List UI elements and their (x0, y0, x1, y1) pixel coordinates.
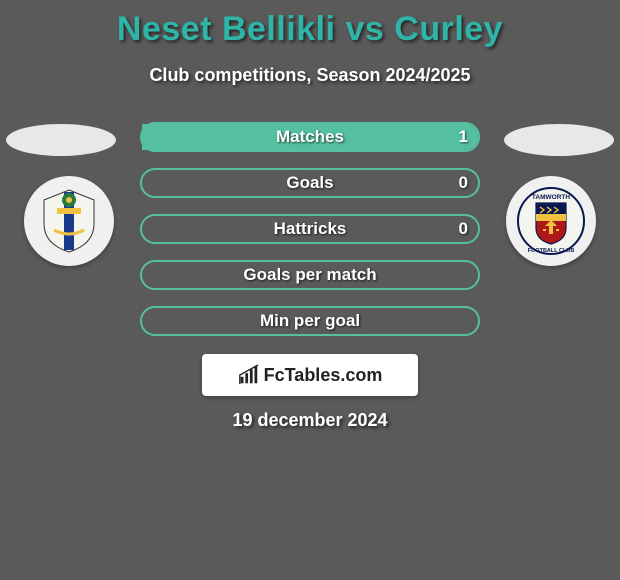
stat-row: Min per goal (140, 306, 480, 336)
bar-chart-icon (238, 364, 260, 386)
svg-text:TAMWORTH: TAMWORTH (532, 194, 570, 201)
left-club-crest (24, 176, 114, 266)
stat-label: Hattricks (142, 219, 478, 239)
date-label: 19 december 2024 (0, 410, 620, 431)
shield-icon (34, 186, 104, 256)
subtitle: Club competitions, Season 2024/2025 (0, 65, 620, 86)
left-player-oval (6, 124, 116, 156)
stat-row: Goals per match (140, 260, 480, 290)
stat-row: Goals0 (140, 168, 480, 198)
page-title: Neset Bellikli vs Curley (0, 0, 620, 49)
stats-bars: Matches1Goals0Hattricks0Goals per matchM… (140, 122, 480, 352)
svg-text:FOOTBALL CLUB: FOOTBALL CLUB (528, 248, 575, 254)
right-player-oval (504, 124, 614, 156)
stat-row: Hattricks0 (140, 214, 480, 244)
shield-icon: TAMWORTH FOOTBALL CLUB (516, 186, 586, 256)
stat-label: Min per goal (142, 311, 478, 331)
stat-value-right: 0 (459, 173, 468, 193)
stat-label: Goals per match (142, 265, 478, 285)
stat-row: Matches1 (140, 122, 480, 152)
right-club-crest: TAMWORTH FOOTBALL CLUB (506, 176, 596, 266)
stat-value-right: 1 (459, 127, 468, 147)
watermark-text: FcTables.com (264, 365, 383, 386)
stat-label: Goals (142, 173, 478, 193)
stat-value-right: 0 (459, 219, 468, 239)
stat-label: Matches (142, 127, 478, 147)
watermark-badge: FcTables.com (202, 354, 418, 396)
